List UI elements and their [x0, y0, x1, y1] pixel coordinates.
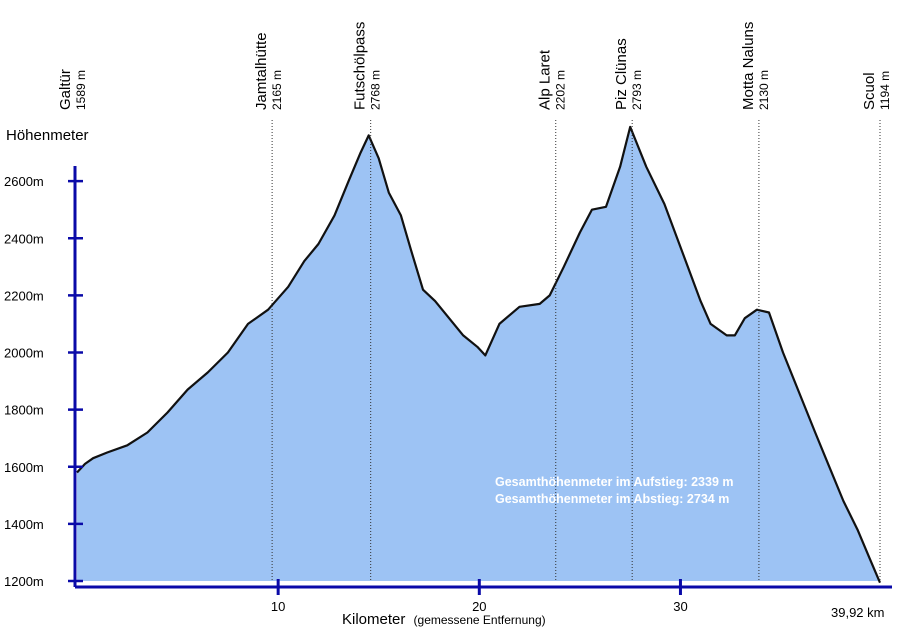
waypoint-name-label: Futschölpass [352, 22, 369, 110]
waypoint-name-label: Galtür [57, 69, 74, 110]
x-tick-label: 10 [271, 599, 285, 614]
waypoint-elevation-label: 1194 m [878, 71, 892, 110]
waypoint-label-layer: Galtür 1589 m Jamtalhütte 2165 m Futschölpas… [57, 22, 892, 110]
y-tick-label: 2000m [4, 346, 44, 361]
y-tick-label: 1200m [4, 574, 44, 589]
annotation-ascent: Gesamthöhenmeter im Aufstieg: 2339 m [495, 475, 734, 489]
y-tick-label: 1400m [4, 517, 44, 532]
x-axis-title-main: Kilometer [342, 611, 405, 628]
waypoint-elevation-label: 2793 m [630, 70, 644, 110]
waypoint-name-label: Alp Laret [537, 49, 554, 110]
x-axis-end-label: 39,92 km [831, 605, 884, 620]
profile-area-fill [77, 126, 880, 583]
waypoint-guide-layer [271, 120, 881, 581]
y-tick-label: 1600m [4, 460, 44, 475]
y-tick-label: 2200m [4, 288, 44, 303]
waypoint-name-label: Scuol [861, 72, 878, 110]
y-tick-label: 2600m [4, 174, 44, 189]
waypoint-elevation-label: 1589 m [74, 70, 88, 110]
y-tick-label: 2400m [4, 231, 44, 246]
waypoint-elevation-label: 2165 m [270, 70, 284, 110]
waypoint-elevation-label: 2768 m [369, 70, 383, 110]
x-tick-label: 20 [472, 599, 486, 614]
y-axis-title: Höhenmeter [6, 127, 89, 144]
waypoint-elevation-label: 2202 m [554, 70, 568, 110]
waypoint-name-label: Piz Clünas [613, 38, 630, 110]
waypoint-elevation-label: 2130 m [757, 70, 771, 110]
y-tick-label: 1800m [4, 403, 44, 418]
profile-area-layer [76, 125, 882, 584]
waypoint-name-label: Motta Naluns [740, 22, 757, 110]
x-axis-title-note: (gemessene Entfernung) [414, 613, 546, 627]
axes-layer: 1200m 1400m 1600m 1800m 2000m 2200m 2400m 2600m… [4, 166, 892, 614]
annotation-descent: Gesamthöhenmeter im Abstieg: 2734 m [495, 492, 729, 506]
profile-line [76, 125, 882, 584]
x-axis-title: Kilometer (gemessene Entfernung) [342, 611, 546, 628]
waypoint-name-label: Jamtalhütte [253, 32, 270, 110]
x-tick-label: 30 [673, 599, 687, 614]
